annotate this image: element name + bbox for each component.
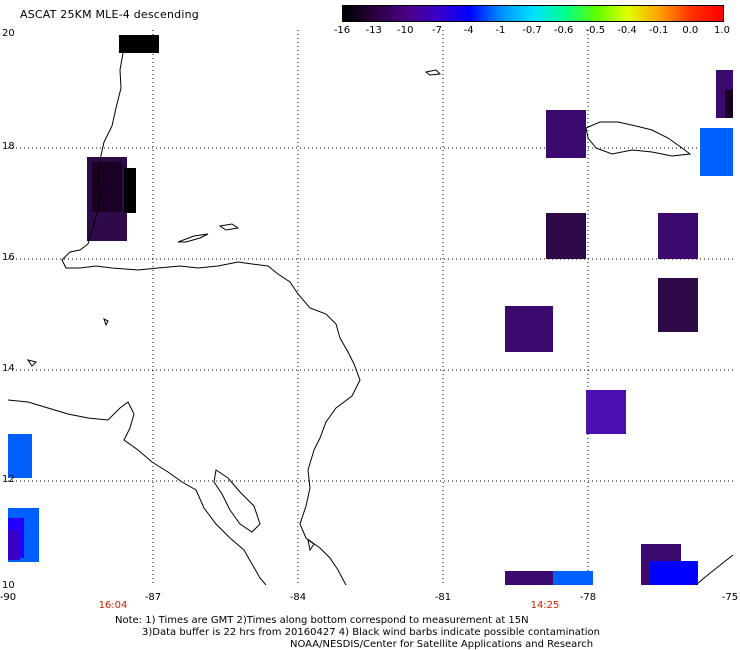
colorbar bbox=[342, 5, 724, 22]
colorbar-label: 0.0 bbox=[682, 25, 699, 36]
colorbar-label: 1.0 bbox=[714, 25, 730, 36]
lat-label-20: 20 bbox=[2, 28, 15, 39]
lat-label-16: 16 bbox=[2, 252, 15, 263]
lat-label-12: 12 bbox=[2, 474, 15, 485]
note-line-3: NOAA/NESDIS/Center for Satellite Applica… bbox=[290, 639, 594, 650]
graticule bbox=[8, 30, 733, 585]
overpass-time-east: 14:25 bbox=[530, 600, 560, 611]
colorbar-label: -1 bbox=[495, 25, 506, 36]
colorbar-label: -13 bbox=[365, 25, 382, 36]
overpass-time-west: 16:04 bbox=[98, 600, 128, 611]
lon-label-84: -84 bbox=[289, 592, 307, 603]
colorbar-label: -7 bbox=[432, 25, 442, 36]
figure-title: ASCAT 25KM MLE-4 descending bbox=[20, 8, 199, 21]
lon-label-75: -75 bbox=[721, 592, 739, 603]
colorbar-label: -0.1 bbox=[648, 25, 669, 36]
lat-label-14: 14 bbox=[2, 363, 15, 374]
colorbar-label: -16 bbox=[333, 25, 351, 36]
lon-label-87: -87 bbox=[144, 592, 162, 603]
note-line-1: Note: 1) Times are GMT 2)Times along bot… bbox=[115, 615, 529, 626]
lon-label-81: -81 bbox=[434, 592, 452, 603]
coastlines bbox=[8, 52, 733, 585]
scatterometer-cells bbox=[8, 35, 733, 585]
colorbar-label: -4 bbox=[463, 25, 474, 36]
lon-label-90: -90 bbox=[0, 592, 17, 603]
lat-label-10: 10 bbox=[2, 580, 15, 591]
note-line-2: 3)Data buffer is 22 hrs from 20160427 4)… bbox=[142, 627, 600, 638]
colorbar-label: -0.6 bbox=[553, 25, 574, 36]
lat-label-18: 18 bbox=[2, 141, 15, 152]
colorbar-label: -0.7 bbox=[522, 25, 542, 36]
colorbar-label: -0.5 bbox=[585, 25, 606, 36]
map-plot bbox=[8, 30, 733, 585]
lon-label-78: -78 bbox=[579, 592, 597, 603]
colorbar-label: -10 bbox=[397, 25, 414, 36]
colorbar-label: -0.4 bbox=[617, 25, 637, 36]
